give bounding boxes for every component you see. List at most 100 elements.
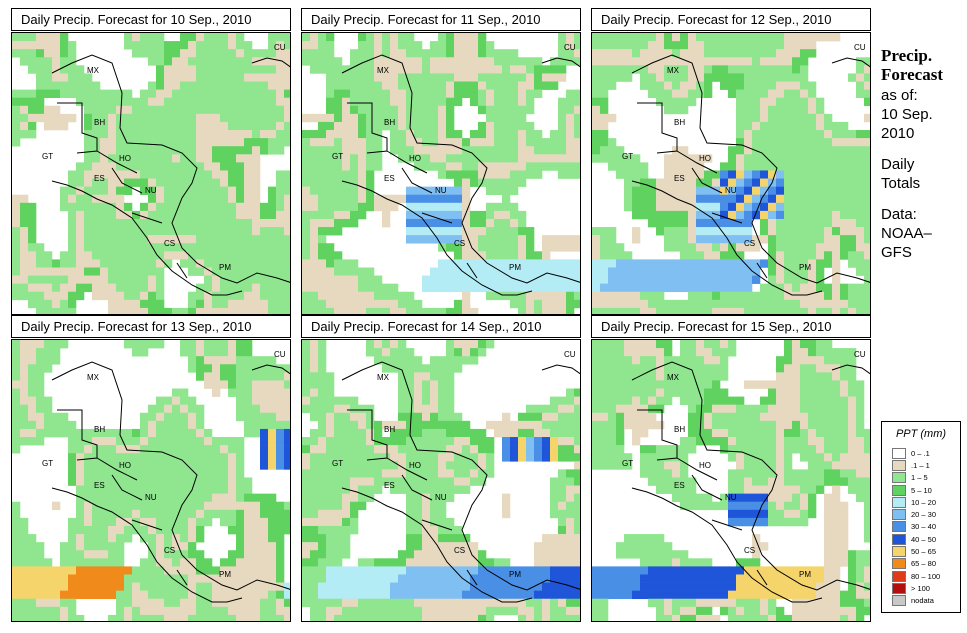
precip-cell (156, 558, 165, 567)
precip-cell (180, 558, 189, 567)
precip-cell (816, 259, 825, 268)
precip-cell (406, 412, 415, 422)
precip-cell (84, 501, 93, 511)
precip-cell (816, 291, 825, 301)
precip-cell (390, 582, 399, 591)
precip-cell (446, 525, 455, 535)
precip-cell (648, 33, 657, 42)
precip-cell (640, 388, 649, 397)
precip-cell (696, 275, 705, 284)
precip-cell (188, 41, 197, 50)
precip-cell (244, 210, 253, 220)
precip-cell (640, 340, 649, 349)
precip-cell (632, 33, 641, 42)
precip-cell (454, 202, 463, 212)
precip-cell (334, 525, 343, 535)
precip-cell (856, 170, 865, 179)
precip-cell (462, 606, 471, 616)
precip-cell (824, 412, 833, 422)
precip-cell (366, 598, 375, 608)
precip-cell (318, 267, 327, 276)
precip-cell (84, 162, 93, 171)
precip-cell (438, 372, 447, 381)
precip-cell (100, 130, 109, 139)
precip-cell (252, 202, 261, 212)
precip-cell (326, 428, 335, 438)
precip-cell (752, 81, 761, 90)
precip-cell (124, 138, 133, 147)
precip-cell (446, 283, 455, 293)
precip-cell (268, 97, 277, 107)
precip-cell (132, 598, 141, 608)
precip-cell (100, 437, 109, 446)
precip-cell (816, 186, 825, 196)
precip-cell (600, 283, 609, 293)
precip-cell (68, 542, 77, 551)
precip-cell (648, 49, 657, 58)
precip-cell (302, 170, 311, 179)
precip-cell (550, 428, 559, 438)
precip-cell (398, 138, 407, 147)
precip-cell (310, 388, 319, 397)
precip-cell (156, 614, 165, 621)
precip-cell (832, 299, 841, 309)
precip-cell (430, 606, 439, 616)
precip-cell (688, 218, 697, 228)
precip-cell (600, 356, 609, 365)
precip-cell (140, 558, 149, 567)
precip-cell (680, 227, 689, 236)
precip-cell (36, 388, 45, 397)
precip-cell (366, 485, 375, 494)
precip-cell (20, 566, 29, 575)
precip-cell (180, 477, 189, 486)
precip-cell (180, 33, 189, 42)
precip-cell (228, 283, 237, 293)
precip-cell (558, 493, 567, 503)
precip-cell (848, 154, 857, 163)
precip-cell (310, 364, 319, 373)
precip-cell (204, 154, 213, 163)
precip-cell (430, 283, 439, 293)
precip-cell (414, 542, 423, 551)
precip-cell (350, 57, 359, 66)
precip-cell (276, 186, 285, 196)
precip-cell (148, 606, 157, 616)
precip-cell (486, 210, 495, 220)
precip-cell (244, 138, 253, 147)
precip-cell (244, 49, 253, 58)
precip-cell (486, 113, 495, 123)
precip-cell (720, 251, 729, 260)
precip-cell (422, 105, 431, 115)
precip-cell (268, 259, 277, 268)
precip-cell (148, 41, 157, 50)
precip-cell (284, 41, 290, 50)
precip-cell (478, 97, 487, 107)
precip-cell (350, 582, 359, 591)
precip-cell (180, 493, 189, 503)
precip-cell (318, 566, 327, 575)
precip-cell (204, 251, 213, 260)
precip-cell (252, 396, 261, 405)
precip-cell (204, 364, 213, 373)
precip-cell (268, 356, 277, 365)
precip-cell (284, 227, 290, 236)
precip-cell (518, 130, 527, 139)
precip-cell (366, 65, 375, 74)
precip-cell (196, 574, 205, 583)
precip-cell (494, 235, 503, 244)
precip-cell (310, 534, 319, 543)
precip-cell (664, 356, 673, 365)
precip-cell (422, 307, 431, 314)
precip-cell (422, 420, 431, 430)
precip-cell (760, 65, 769, 74)
precip-cell (12, 227, 21, 236)
precip-cell (204, 267, 213, 276)
precip-cell (334, 606, 343, 616)
precip-cell (342, 178, 351, 187)
precip-cell (680, 348, 689, 357)
precip-cell (236, 517, 245, 527)
precip-cell (656, 275, 665, 284)
precip-cell (302, 210, 311, 220)
precip-cell (574, 420, 580, 430)
precip-cell (342, 461, 351, 470)
